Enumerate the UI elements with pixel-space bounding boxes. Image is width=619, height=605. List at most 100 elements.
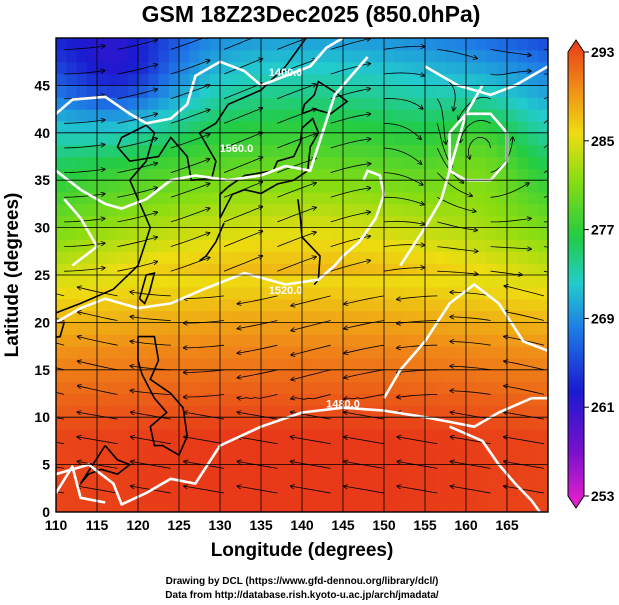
heatmap-cell [76, 121, 88, 134]
heatmap-cell [312, 61, 324, 75]
heatmap-cell [138, 192, 149, 205]
heatmap-cell [507, 429, 518, 442]
heatmap-cell [107, 286, 119, 300]
heatmap-cell [507, 61, 518, 75]
heatmap-cell [127, 168, 139, 181]
heatmap-cell [496, 298, 508, 312]
heatmap-cell [281, 440, 293, 454]
heatmap-cell [517, 429, 529, 442]
heatmap-cell [240, 73, 252, 86]
heatmap-cell [414, 393, 426, 406]
heatmap-cell [455, 215, 467, 229]
heatmap-cell [332, 357, 344, 371]
heatmap-cell [302, 227, 313, 240]
heatmap-cell [537, 488, 548, 501]
heatmap-cell [168, 393, 180, 406]
streamline [64, 120, 105, 124]
heatmap-cell [466, 239, 477, 252]
heatmap-cell [56, 488, 67, 501]
streamline [291, 369, 331, 380]
colorbar-tick-label: 293 [591, 44, 615, 60]
heatmap-cell [486, 429, 498, 442]
heatmap-cell [220, 61, 231, 75]
heatmap-cell [168, 85, 180, 98]
heatmap-cell [148, 251, 160, 264]
streamline [237, 437, 278, 445]
heatmap-cell [138, 275, 149, 288]
heatmap-cell [496, 144, 508, 157]
heatmap-cell [76, 286, 88, 300]
heatmap-cell [312, 381, 324, 394]
heatmap-cell [158, 144, 170, 157]
heatmap-cell [189, 192, 201, 205]
heatmap-cell [66, 49, 78, 63]
heatmap-cell [209, 168, 221, 181]
heatmap-cell [435, 156, 447, 169]
heatmap-cell [353, 180, 365, 193]
heatmap-cell [86, 286, 98, 300]
heatmap-cell [537, 85, 548, 98]
heatmap-cell [168, 488, 180, 501]
heatmap-cell [527, 203, 539, 217]
heatmap-cell [220, 38, 231, 51]
heatmap-cell [363, 322, 375, 335]
heatmap-cell [220, 298, 231, 312]
heatmap-cell [527, 381, 539, 394]
heatmap-cell [384, 310, 395, 323]
heatmap-cell [230, 381, 242, 394]
heatmap-cell [394, 203, 406, 217]
heatmap-cell [127, 38, 139, 51]
heatmap-cell [66, 144, 78, 157]
y-tick-label: 0 [42, 504, 50, 520]
heatmap-cell [261, 192, 272, 205]
heatmap-cell [394, 38, 406, 51]
heatmap-cell [117, 121, 129, 134]
heatmap-cell [158, 417, 170, 430]
heatmap-cell [414, 109, 426, 122]
heatmap-cell [527, 476, 539, 489]
heatmap-cell [343, 49, 354, 63]
heatmap-cell [537, 73, 548, 86]
heatmap-cell [117, 393, 129, 406]
streamline [78, 336, 118, 346]
heatmap-cell [466, 322, 477, 335]
y-tick-label: 35 [34, 172, 50, 188]
heatmap-cell [220, 192, 231, 205]
heatmap-cell [322, 417, 334, 430]
heatmap-cell [373, 334, 385, 347]
heatmap-cell [384, 476, 395, 489]
heatmap-cell [332, 488, 344, 501]
heatmap-cell [86, 49, 98, 63]
heatmap-cell [220, 500, 231, 512]
streamline [117, 188, 158, 198]
heatmap-cell [414, 440, 426, 454]
heatmap-cell [537, 49, 548, 63]
heatmap-cell [291, 393, 303, 406]
heatmap-cell [455, 393, 467, 406]
heatmap-cell [220, 121, 231, 134]
heatmap-cell [168, 310, 180, 323]
heatmap-cell [240, 440, 252, 454]
heatmap-cell [466, 357, 477, 371]
heatmap-cell [271, 263, 283, 276]
heatmap-cell [240, 121, 252, 134]
heatmap-cell [302, 310, 313, 323]
heatmap-cell [343, 61, 354, 75]
heatmap-cell [230, 417, 242, 430]
heatmap-cell [271, 180, 283, 193]
heatmap-cell [404, 488, 416, 501]
heatmap-cell [537, 500, 548, 512]
heatmap-cell [261, 393, 272, 406]
heatmap-cell [476, 357, 488, 371]
heatmap-cell [271, 109, 283, 122]
heatmap-cell [179, 500, 190, 512]
heatmap-cell [302, 322, 313, 335]
heatmap-cell [527, 357, 539, 371]
streamline [383, 220, 424, 224]
heatmap-cell [281, 192, 293, 205]
heatmap-cell [168, 464, 180, 477]
heatmap-cell [435, 109, 447, 122]
heatmap-cell [168, 298, 180, 312]
heatmap-cell [117, 180, 129, 193]
heatmap-cell [158, 132, 170, 146]
